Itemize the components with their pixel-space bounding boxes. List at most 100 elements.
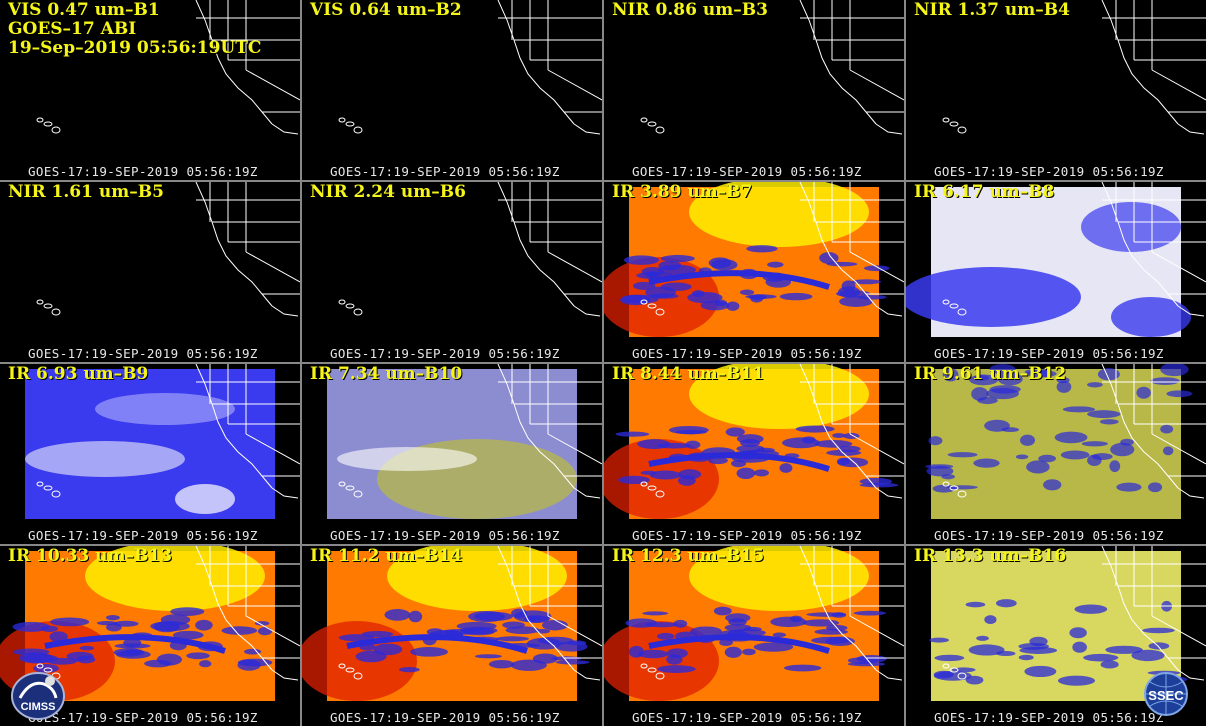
cloud-feature bbox=[656, 632, 675, 640]
map-boundary-line bbox=[849, 69, 904, 113]
cloud-feature bbox=[782, 437, 820, 449]
map-boundary-line bbox=[1115, 546, 1153, 616]
map-boundary-line bbox=[1101, 364, 1179, 489]
cloud-feature bbox=[1018, 654, 1034, 661]
cloud-feature bbox=[462, 628, 495, 636]
cloud-feature bbox=[387, 546, 567, 611]
band-label: IR 6.17 um–B8 bbox=[914, 183, 1054, 202]
map-boundary-line bbox=[497, 182, 575, 307]
cloud-feature bbox=[736, 434, 764, 444]
header-line3: 19–Sep–2019 05:56:19UTC bbox=[8, 38, 262, 58]
satellite-image bbox=[604, 182, 904, 337]
cloud-feature bbox=[1072, 641, 1087, 653]
cloud-feature bbox=[96, 621, 118, 626]
cloud-feature bbox=[689, 182, 869, 247]
satellite-image bbox=[36, 0, 300, 135]
satellite-image bbox=[36, 182, 300, 317]
cloud-feature bbox=[725, 427, 745, 437]
map-boundary-line bbox=[799, 546, 877, 671]
cloud-feature bbox=[779, 463, 793, 473]
map-boundary-line bbox=[813, 364, 851, 434]
map-boundary-line bbox=[1101, 182, 1179, 307]
band-panel: NIR 2.24 um–B6 GOES-17:19-SEP-2019 05:56:… bbox=[302, 182, 602, 362]
cloud-feature bbox=[795, 425, 835, 433]
cloud-feature bbox=[1029, 636, 1048, 647]
cloud-feature bbox=[649, 470, 682, 480]
cloud-feature bbox=[12, 621, 50, 632]
cloud-feature bbox=[106, 615, 120, 621]
map-boundary-line bbox=[1115, 0, 1153, 70]
cloud-feature bbox=[1056, 380, 1072, 393]
cloud-band bbox=[648, 270, 830, 290]
band-panel: IR 9.61 um–B12 GOES-17:19-SEP-2019 05:56:… bbox=[906, 364, 1206, 544]
cloud-feature bbox=[1110, 442, 1135, 457]
cloud-feature bbox=[1166, 390, 1193, 398]
island-outline bbox=[647, 121, 657, 127]
cloud-feature bbox=[114, 643, 151, 649]
map-boundary-line bbox=[573, 669, 601, 681]
band-label: NIR 0.86 um–B3 bbox=[612, 1, 768, 20]
cloud-feature bbox=[1147, 482, 1163, 493]
band-label: IR 11.2 um–B14 bbox=[310, 547, 462, 566]
map-boundary-line bbox=[800, 17, 904, 61]
satellite-image bbox=[0, 546, 300, 701]
cloud-feature bbox=[906, 267, 1081, 327]
map-boundary-line bbox=[511, 546, 549, 616]
band-panel: NIR 0.86 um–B3 GOES-17:19-SEP-2019 05:56:… bbox=[604, 0, 904, 180]
cloud-feature bbox=[719, 639, 733, 647]
cloud-feature bbox=[692, 290, 705, 297]
map-boundary-line bbox=[511, 0, 549, 70]
island-outline bbox=[51, 308, 61, 316]
cloud-feature bbox=[542, 619, 568, 631]
cloud-feature bbox=[1043, 479, 1062, 491]
map-boundary-line bbox=[875, 123, 903, 135]
island-outline bbox=[942, 663, 950, 669]
island-outline bbox=[942, 299, 950, 305]
cloud-feature bbox=[170, 607, 205, 616]
cloud-feature bbox=[826, 261, 858, 267]
cloud-feature bbox=[1160, 364, 1189, 377]
island-outline bbox=[43, 667, 53, 673]
ssec-logo: SSEC bbox=[1138, 670, 1194, 720]
map-boundary-line bbox=[875, 487, 903, 499]
cloud-feature bbox=[85, 546, 265, 611]
band-label-text: IR 7.34 um–B10 bbox=[310, 364, 463, 384]
map-boundary-line bbox=[849, 615, 904, 659]
cloud-feature bbox=[1142, 627, 1175, 634]
map-boundary-line bbox=[1115, 364, 1153, 434]
cloud-feature bbox=[984, 615, 997, 625]
band-label-text: NIR 2.24 um–B6 bbox=[310, 182, 466, 202]
cloud-feature bbox=[399, 666, 420, 673]
band-panel: IR 8.44 um–B11 GOES-17:19-SEP-2019 05:56:… bbox=[604, 364, 904, 544]
cloud-feature bbox=[175, 484, 235, 514]
cloud-feature bbox=[1131, 649, 1165, 662]
cloud-feature bbox=[731, 459, 747, 468]
island-outline bbox=[36, 117, 44, 123]
cloud-feature bbox=[947, 452, 978, 458]
cloud-feature bbox=[637, 439, 671, 449]
cloud-feature bbox=[942, 368, 959, 382]
cloud-feature bbox=[410, 647, 448, 657]
map-boundary-line bbox=[498, 17, 602, 61]
timestamp-text: GOES-17:19-SEP-2019 05:56:19Z bbox=[330, 164, 560, 179]
cloud-feature bbox=[673, 619, 688, 628]
satellite-image bbox=[338, 182, 602, 317]
cloud-feature bbox=[618, 475, 650, 485]
island-outline bbox=[647, 303, 657, 309]
band-panel: IR 12.3 um–B15 GOES-17:19-SEP-2019 05:56:… bbox=[604, 546, 904, 726]
cloud-feature bbox=[657, 264, 696, 276]
band-label-text: IR 6.93 um–B9 bbox=[8, 364, 149, 384]
map-boundary-line bbox=[1151, 433, 1206, 477]
cloud-feature bbox=[113, 620, 139, 627]
map-boundary-line bbox=[245, 615, 300, 659]
map-boundary-line bbox=[511, 364, 549, 434]
cloud-feature bbox=[337, 447, 477, 471]
cloud-feature bbox=[1087, 410, 1121, 419]
map-boundary-line bbox=[195, 546, 273, 671]
map-boundary-line bbox=[849, 433, 904, 477]
cloud-feature bbox=[23, 654, 59, 663]
cloud-feature bbox=[555, 660, 590, 665]
cloud-feature bbox=[488, 659, 515, 669]
map-boundary-line bbox=[849, 251, 904, 295]
